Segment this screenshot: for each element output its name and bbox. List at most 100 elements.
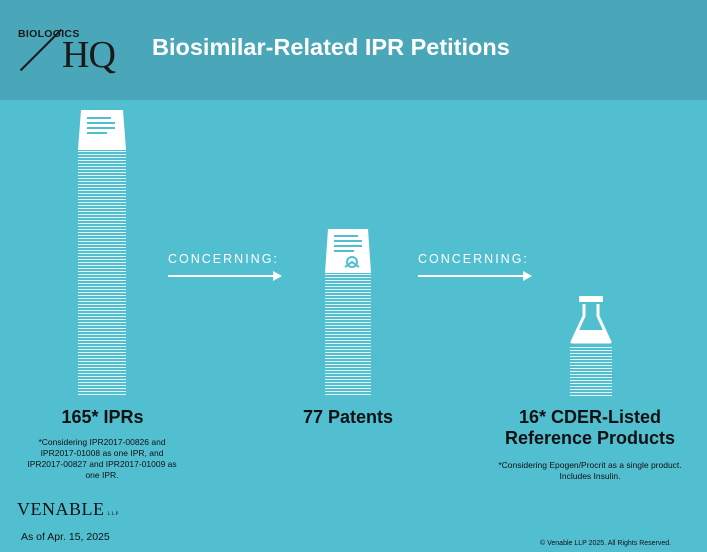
- stack-line: [78, 157, 126, 158]
- arrow-2: [418, 275, 523, 277]
- stack-line: [78, 220, 126, 221]
- stack-line: [325, 343, 371, 344]
- stack-line: [78, 265, 126, 266]
- stack-line: [78, 346, 126, 347]
- stack-line: [78, 199, 126, 200]
- stack-line: [78, 292, 126, 293]
- stack-line: [325, 274, 371, 275]
- stack-line: [78, 184, 126, 185]
- stack-line: [570, 395, 612, 396]
- reference-product-count: 16* CDER-Listed Reference Products: [504, 407, 676, 448]
- stack-line: [78, 232, 126, 233]
- stack-line: [78, 355, 126, 356]
- stack-line: [78, 217, 126, 218]
- stack-line: [78, 181, 126, 182]
- stack-line: [570, 350, 612, 351]
- stack-line: [570, 383, 612, 384]
- stack-line: [78, 244, 126, 245]
- stack-line: [78, 373, 126, 374]
- stack-line: [78, 391, 126, 392]
- stack-line: [78, 343, 126, 344]
- stack-line: [325, 322, 371, 323]
- stack-line: [78, 238, 126, 239]
- stack-line: [78, 256, 126, 257]
- stack-line: [78, 172, 126, 173]
- stack-line: [78, 352, 126, 353]
- stack-line: [325, 283, 371, 284]
- stack-line: [78, 268, 126, 269]
- stack-line: [78, 310, 126, 311]
- stack-line: [78, 394, 126, 395]
- stack-line: [78, 259, 126, 260]
- stack-line: [325, 286, 371, 287]
- stack-line: [325, 373, 371, 374]
- stack-line: [78, 367, 126, 368]
- stack-line: [78, 385, 126, 386]
- stack-line: [78, 226, 126, 227]
- stack-line: [78, 178, 126, 179]
- stack-line: [325, 376, 371, 377]
- flask-icon: [570, 296, 612, 344]
- stack-line: [78, 340, 126, 341]
- logo-large-text: HQ: [62, 34, 116, 76]
- stack-line: [570, 365, 612, 366]
- stack-line: [570, 347, 612, 348]
- stack-line: [78, 166, 126, 167]
- stack-line: [325, 301, 371, 302]
- stack-line: [325, 316, 371, 317]
- stack-line: [78, 331, 126, 332]
- stack-line: [78, 277, 126, 278]
- stack-line: [325, 361, 371, 362]
- stack-line: [78, 289, 126, 290]
- stack-line: [325, 358, 371, 359]
- stack-line: [78, 154, 126, 155]
- reference-product-note: *Considering Epogen/Procrit as a single …: [498, 460, 682, 481]
- stack-line: [78, 388, 126, 389]
- venable-logo-text: VENABLE: [17, 499, 105, 519]
- stack-line: [325, 313, 371, 314]
- stack-line: [325, 289, 371, 290]
- stack-line: [78, 298, 126, 299]
- stack-line: [325, 334, 371, 335]
- concerning-label-2: CONCERNING:: [418, 252, 529, 266]
- stack-line: [78, 160, 126, 161]
- copyright-notice: © Venable LLP 2025. All Rights Reserved.: [540, 540, 672, 547]
- stack-line: [78, 211, 126, 212]
- ipr-count: 165* IPRs: [61, 407, 144, 427]
- stack-line: [78, 190, 126, 191]
- stack-line: [78, 334, 126, 335]
- stack-line: [325, 331, 371, 332]
- stack-line: [325, 382, 371, 383]
- stack-line: [78, 175, 126, 176]
- stack-line: [78, 301, 126, 302]
- ipr-line-stack: [78, 151, 126, 397]
- stack-line: [78, 202, 126, 203]
- stack-line: [325, 280, 371, 281]
- stack-line: [78, 250, 126, 251]
- stack-line: [78, 205, 126, 206]
- stack-line: [78, 364, 126, 365]
- stack-line: [78, 274, 126, 275]
- stack-line: [78, 295, 126, 296]
- concerning-label-1: CONCERNING:: [168, 252, 279, 266]
- header-banner: BIOLOGICS HQ Biosimilar-Related IPR Peti…: [0, 0, 707, 100]
- stack-line: [325, 277, 371, 278]
- stack-line: [78, 283, 126, 284]
- stack-line: [570, 356, 612, 357]
- stack-line: [325, 319, 371, 320]
- stack-line: [78, 169, 126, 170]
- stack-line: [325, 310, 371, 311]
- patent-certificate-icon: [325, 229, 371, 273]
- stack-line: [325, 307, 371, 308]
- arrow-1: [168, 275, 273, 277]
- stack-line: [78, 370, 126, 371]
- stack-line: [78, 313, 126, 314]
- stack-line: [325, 391, 371, 392]
- stack-line: [78, 208, 126, 209]
- document-icon: [78, 110, 126, 150]
- stack-line: [78, 376, 126, 377]
- stack-line: [78, 223, 126, 224]
- stack-line: [78, 163, 126, 164]
- arrow-head-2: [523, 271, 532, 281]
- stack-line: [78, 271, 126, 272]
